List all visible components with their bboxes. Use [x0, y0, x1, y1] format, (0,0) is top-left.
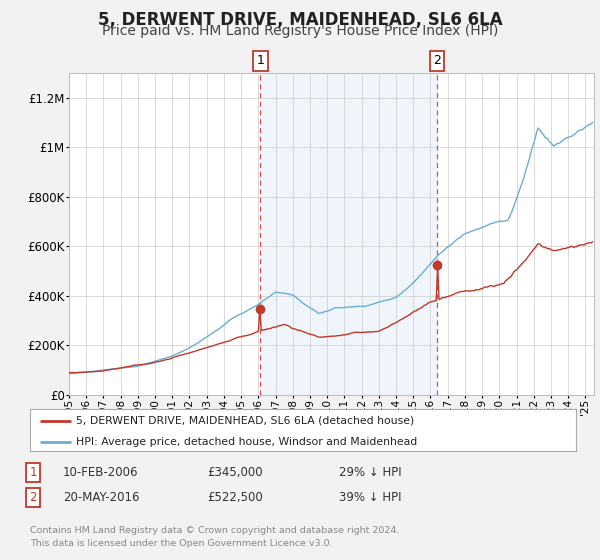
Text: HPI: Average price, detached house, Windsor and Maidenhead: HPI: Average price, detached house, Wind…: [76, 437, 418, 446]
Text: 1: 1: [256, 54, 265, 67]
Text: 2: 2: [433, 54, 441, 67]
Text: 10-FEB-2006: 10-FEB-2006: [63, 465, 139, 479]
Text: Price paid vs. HM Land Registry's House Price Index (HPI): Price paid vs. HM Land Registry's House …: [102, 24, 498, 38]
Text: £345,000: £345,000: [207, 465, 263, 479]
Text: 2: 2: [29, 491, 37, 504]
Bar: [260, 73, 437, 395]
Text: £522,500: £522,500: [207, 491, 263, 504]
Text: 1: 1: [29, 465, 37, 479]
Text: Contains HM Land Registry data © Crown copyright and database right 2024.: Contains HM Land Registry data © Crown c…: [30, 526, 400, 535]
Text: 20-MAY-2016: 20-MAY-2016: [63, 491, 139, 504]
Text: 39% ↓ HPI: 39% ↓ HPI: [339, 491, 401, 504]
Text: 5, DERWENT DRIVE, MAIDENHEAD, SL6 6LA (detached house): 5, DERWENT DRIVE, MAIDENHEAD, SL6 6LA (d…: [76, 416, 415, 426]
Text: 5, DERWENT DRIVE, MAIDENHEAD, SL6 6LA: 5, DERWENT DRIVE, MAIDENHEAD, SL6 6LA: [98, 11, 502, 29]
Text: This data is licensed under the Open Government Licence v3.0.: This data is licensed under the Open Gov…: [30, 539, 332, 548]
Text: 29% ↓ HPI: 29% ↓ HPI: [339, 465, 401, 479]
